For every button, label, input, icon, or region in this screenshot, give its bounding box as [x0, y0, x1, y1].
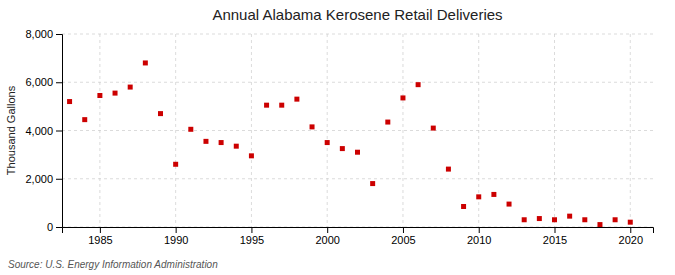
- point: [385, 120, 390, 125]
- point: [355, 150, 360, 155]
- point: [522, 217, 527, 222]
- point: [370, 181, 375, 186]
- point: [476, 194, 481, 199]
- y-axis-tick-label: 4,000: [25, 125, 53, 137]
- point: [310, 124, 315, 129]
- x-axis-tick: 1985: [88, 227, 112, 246]
- point: [67, 99, 72, 104]
- x-axis-tick-label: 2005: [391, 234, 415, 246]
- x-axis-tick-label: 1990: [164, 234, 188, 246]
- point: [158, 111, 163, 116]
- x-axis-tick-mark: [251, 227, 252, 233]
- grid-line-y: [62, 178, 653, 179]
- x-axis-tick-mark: [327, 227, 328, 233]
- x-axis-tick-label: 2015: [543, 234, 567, 246]
- grid-line-x: [630, 34, 631, 227]
- point: [219, 140, 224, 145]
- y-axis-tick: 0: [47, 221, 62, 233]
- y-axis-tick-label: 0: [47, 221, 53, 233]
- point: [113, 91, 118, 96]
- point: [431, 126, 436, 131]
- point: [461, 204, 466, 209]
- x-axis-tick-mark: [479, 227, 480, 233]
- x-axis-tick: 2005: [391, 227, 415, 246]
- point: [552, 217, 557, 222]
- chart-container: 1985 1990 1995 2000 2005 2010 2015 2020 0 2,000 4,…: [0, 0, 675, 275]
- point: [537, 216, 542, 221]
- grid-line-y: [62, 34, 653, 35]
- point: [234, 144, 239, 149]
- y-axis-tick: 4,000: [25, 125, 62, 137]
- chart-svg: 1985 1990 1995 2000 2005 2010 2015 2020 0 2,000 4,…: [0, 0, 675, 275]
- point: [325, 140, 330, 145]
- x-axis-tick: 2020: [619, 227, 643, 246]
- y-axis-line: [56, 35, 63, 228]
- grid-line-x: [402, 34, 403, 227]
- x-axis-tick-mark: [403, 227, 404, 233]
- grid: [62, 34, 653, 227]
- y-axis: 0 2,000 4,000 6,000 8,000: [25, 28, 62, 233]
- point: [613, 217, 618, 222]
- point: [294, 97, 299, 102]
- y-axis-tick: 2,000: [25, 173, 62, 185]
- point: [446, 167, 451, 172]
- point: [582, 217, 587, 222]
- x-axis: 1985 1990 1995 2000 2005 2010 2015 2020: [63, 227, 654, 246]
- point: [416, 82, 421, 87]
- x-axis-tick: 1990: [164, 227, 188, 246]
- x-axis-tick: 2010: [467, 227, 491, 246]
- x-axis-tick-label: 1995: [240, 234, 264, 246]
- y-axis-tick-mark: [56, 227, 62, 228]
- y-axis-title: Thousand Gallons: [5, 85, 17, 175]
- x-axis-tick: 2000: [315, 227, 339, 246]
- y-axis-tick-label: 2,000: [25, 173, 53, 185]
- grid-line-y: [62, 130, 653, 131]
- point: [279, 103, 284, 108]
- y-axis-tick-label: 6,000: [25, 76, 53, 88]
- y-axis-tick: 8,000: [25, 28, 62, 40]
- title: Annual Alabama Kerosene Retail Deliverie…: [212, 6, 502, 23]
- point: [97, 93, 102, 98]
- point: [628, 220, 633, 225]
- point: [340, 146, 345, 151]
- x-axis-tick: 1995: [240, 227, 264, 246]
- point: [143, 60, 148, 65]
- point: [188, 127, 193, 132]
- point: [597, 222, 602, 227]
- source-note: Source: U.S. Energy Information Administ…: [8, 259, 218, 270]
- point: [567, 214, 572, 219]
- grid-line-y: [62, 82, 653, 83]
- point: [491, 192, 496, 197]
- point: [264, 103, 269, 108]
- plot: 1985 1990 1995 2000 2005 2010 2015 2020 0 2,000 4,…: [25, 28, 653, 246]
- point: [203, 139, 208, 144]
- points: [67, 60, 633, 227]
- x-axis-tick-mark: [555, 227, 556, 233]
- x-axis-line: [63, 228, 654, 234]
- point: [173, 162, 178, 167]
- grid-line-x: [251, 34, 252, 227]
- x-axis-tick-label: 1985: [88, 234, 112, 246]
- x-axis-tick-label: 2020: [619, 234, 643, 246]
- point: [82, 117, 87, 122]
- y-axis-tick: 6,000: [25, 76, 62, 88]
- x-axis-tick-mark: [176, 227, 177, 233]
- y-axis-tick-mark: [56, 82, 62, 83]
- point: [128, 85, 133, 90]
- y-axis-tick-label: 8,000: [25, 28, 53, 40]
- y-axis-tick-mark: [56, 131, 62, 132]
- x-axis-tick: 2015: [543, 227, 567, 246]
- x-axis-tick-mark: [100, 227, 101, 233]
- x-axis-tick-mark: [630, 227, 631, 233]
- point: [249, 153, 254, 158]
- y-axis-tick-mark: [56, 34, 62, 35]
- y-axis-tick-mark: [56, 179, 62, 180]
- point: [507, 202, 512, 207]
- x-axis-tick-label: 2000: [315, 234, 339, 246]
- x-axis-tick-label: 2010: [467, 234, 491, 246]
- point: [400, 95, 405, 100]
